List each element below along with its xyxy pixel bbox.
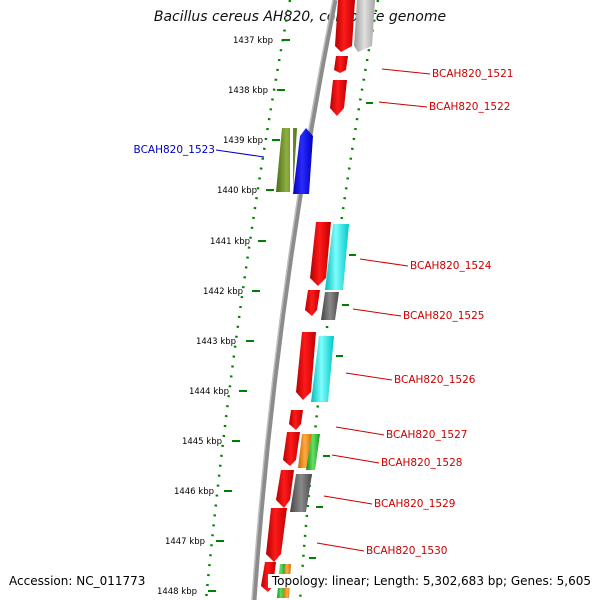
- gene-bar: [335, 0, 355, 52]
- kbp-tick-label: 1441 kbp: [210, 237, 250, 247]
- gene-bar: [283, 432, 300, 466]
- gene-label[interactable]: BCAH820_1527: [386, 429, 467, 441]
- gene-bar: [296, 332, 316, 400]
- gene-label[interactable]: BCAH820_1523: [134, 144, 215, 156]
- gene-bar: [289, 410, 303, 430]
- gene-bar: [266, 508, 287, 562]
- gene-bar: [305, 290, 320, 316]
- outer-track-left: [204, 0, 292, 600]
- gene-labels: BCAH820_1521 BCAH820_1522 BCAH820_1523 B…: [134, 68, 514, 557]
- kbp-tick-label: 1447 kbp: [165, 537, 205, 547]
- outer-track-right: [298, 0, 380, 600]
- kbp-tick-label: 1444 kbp: [189, 387, 229, 397]
- gene-bar: [298, 434, 312, 468]
- gene-bar: [276, 128, 297, 192]
- gene-bar: [330, 80, 347, 116]
- gene-bar: [310, 222, 331, 286]
- kbp-tick-label: 1440 kbp: [217, 186, 257, 196]
- gene-label[interactable]: BCAH820_1525: [403, 310, 484, 322]
- gene-bar: [321, 292, 339, 320]
- gene-bar: [354, 0, 375, 52]
- gene-bar: [276, 470, 294, 508]
- gene-bar: [325, 224, 349, 290]
- gene-label[interactable]: BCAH820_1528: [381, 457, 462, 469]
- gene-label[interactable]: BCAH820_1521: [432, 68, 513, 80]
- kbp-tick-label: 1443 kbp: [196, 337, 236, 347]
- kbp-tick-label: 1442 kbp: [203, 287, 243, 297]
- gene-bar: [334, 56, 348, 73]
- gene-bar: [311, 336, 334, 402]
- genome-backbone: [251, 0, 338, 600]
- right-track-ticks: [309, 102, 373, 559]
- kbp-tick-label: 1437 kbp: [233, 36, 273, 46]
- gene-features: [261, 0, 375, 598]
- kbp-tick-label: 1439 kbp: [223, 136, 263, 146]
- gene-label[interactable]: BCAH820_1530: [366, 545, 447, 557]
- leader-lines: [215, 68, 431, 552]
- kbp-tick-label: 1446 kbp: [174, 487, 214, 497]
- gene-bar: [293, 128, 313, 194]
- gene-bar: [306, 434, 320, 470]
- gene-bar: [290, 474, 312, 512]
- kbp-tick-label: 1448 kbp: [157, 587, 197, 597]
- kbp-ticks: 1437 kbp 1438 kbp 1439 kbp 1440 kbp 1441…: [157, 36, 290, 597]
- accession-text: Accession: NC_011773: [9, 574, 149, 588]
- kbp-tick-label: 1438 kbp: [228, 86, 268, 96]
- gene-label[interactable]: BCAH820_1524: [410, 260, 492, 272]
- topology-summary: Topology: linear; Length: 5,302,683 bp; …: [267, 574, 591, 588]
- gene-label[interactable]: BCAH820_1529: [374, 498, 455, 510]
- kbp-tick-label: 1445 kbp: [182, 437, 222, 447]
- gene-label[interactable]: BCAH820_1526: [394, 374, 476, 386]
- gene-label[interactable]: BCAH820_1522: [429, 101, 510, 113]
